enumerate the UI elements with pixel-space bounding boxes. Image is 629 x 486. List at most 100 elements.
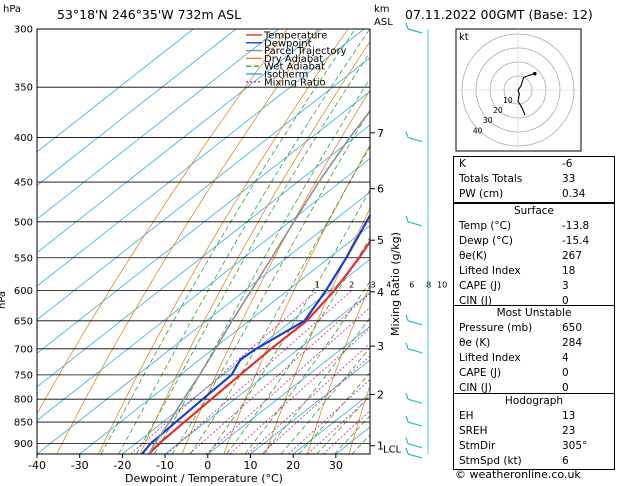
mu-row: CAPE (J) 0 (454, 366, 614, 381)
index-value: 650 (562, 322, 583, 334)
mixing-ratio-label: 6 (409, 281, 414, 290)
isotherm-line (37, 29, 194, 153)
mixing-ratio-label: 10 (437, 281, 447, 290)
mixing-ratio-label: 1 (315, 281, 320, 290)
hodograph-ring-label: 10 (503, 96, 513, 105)
legend-entry: Mixing Ratio (264, 77, 326, 88)
index-value: 18 (562, 265, 576, 277)
index-row-totals: Totals Totals 33 (454, 172, 614, 187)
most-unstable-title: Most Unstable (496, 307, 572, 319)
y-axis-title: hPa (0, 291, 8, 309)
mixing-ratio-line (288, 378, 370, 454)
wet-adiabat-line (244, 280, 370, 454)
mu-row: CIN (J) 0 (454, 381, 614, 396)
temperature-tick-label: 10 (243, 459, 257, 472)
wind-barb (405, 447, 423, 459)
dry-adiabat-line (306, 284, 370, 454)
temperature-tick-label: -40 (28, 459, 46, 472)
surface-title: Surface (513, 205, 554, 217)
pressure-tick-label: 600 (14, 286, 33, 297)
surface-row: Temp (°C) -13.8 (454, 219, 614, 234)
mixing-ratio-line (322, 410, 370, 454)
isotherm-line (37, 124, 370, 388)
mixing-ratio-line (205, 306, 370, 454)
index-value: 0 (562, 295, 569, 307)
mu-row: Lifted Index 4 (454, 351, 614, 366)
isotherm-line (37, 29, 279, 220)
wet-adiabat-line (226, 236, 370, 454)
legend-entry: Dewpoint (264, 38, 312, 49)
wet-adiabat-line (262, 317, 370, 454)
pressure-tick-label: 350 (14, 83, 33, 94)
index-label: Lifted Index (459, 352, 521, 364)
mixing-ratio-label: 4 (386, 281, 391, 290)
location-title: 53°18'N 246°35'W 732m ASL (57, 7, 241, 22)
km-tick-label: 7 (377, 127, 384, 140)
pressure-tick-label: 400 (14, 133, 33, 144)
index-value: 13 (562, 410, 576, 422)
index-label: CAPE (J) (459, 280, 502, 292)
plot-frame (36, 28, 371, 455)
wind-barb (405, 131, 423, 143)
wet-adiabat-line (280, 346, 370, 454)
isotherm-line (37, 29, 237, 186)
isotherm-line (207, 325, 370, 454)
dry-adiabat-line (223, 144, 370, 454)
index-value: 0 (562, 382, 569, 394)
wind-barb (405, 342, 423, 354)
km-tick-label: 2 (377, 388, 384, 401)
asl-unit-label: ASL (374, 17, 393, 28)
index-value: 23 (562, 425, 576, 437)
hodo-row: StmDir 305° (454, 439, 614, 454)
profiles (141, 109, 370, 454)
wind-barb (405, 415, 423, 427)
mu-row: θe (K) 284 (454, 336, 614, 351)
isotherm-line (37, 90, 370, 354)
km-tick-label: 4 (377, 286, 384, 299)
wet-adiabat-line (135, 51, 370, 454)
datetime-title: 07.11.2022 00GMT (Base: 12) (405, 7, 593, 22)
surface-row: Lifted Index 18 (454, 264, 614, 279)
hodograph-box: Hodograph EH 13 SREH 23 StmDir 305° StmSpd … (453, 393, 615, 470)
dry-adiabat-line (265, 207, 370, 454)
temperature-tick-label: -10 (156, 459, 174, 472)
index-value: 0.34 (562, 188, 586, 200)
surface-box: Surface Temp (°C) -13.8 Dewp (°C) -15.4 θe… (453, 203, 615, 310)
mixing-ratio-label: 2 (349, 281, 354, 290)
wind-barb (405, 314, 423, 326)
mixing-ratio-label: 8 (426, 281, 431, 290)
hodograph-title: Hodograph (504, 395, 564, 407)
temperature-tick-label: 30 (329, 459, 343, 472)
mixing-ratio-line (307, 396, 370, 454)
lcl-label: LCL (383, 445, 402, 456)
index-label: SREH (459, 425, 488, 437)
hodograph-ring-label: 30 (483, 116, 493, 125)
surface-row: CIN (J) 0 (454, 294, 614, 309)
km-tick-label: 5 (377, 234, 384, 247)
index-label: EH (459, 410, 474, 422)
most-unstable-box: Most Unstable Pressure (mb) 650 θe (K) 284… (453, 305, 615, 397)
index-label: θe(K) (459, 250, 487, 262)
index-row-pw: PW (cm) 0.34 (454, 187, 614, 202)
index-label: CAPE (J) (459, 367, 502, 379)
wind-barb (405, 437, 423, 449)
dry-adiabat-line (348, 384, 370, 454)
isotherm-line (37, 29, 322, 254)
hodo-row: StmSpd (kt) 6 (454, 454, 614, 469)
wet-adiabat-line (100, 29, 356, 454)
copyright-footer: © weatheronline.co.uk (455, 468, 581, 481)
isotherm-line (37, 57, 370, 321)
surface-row: CAPE (J) 3 (454, 279, 614, 294)
pressure-tick-label: 550 (14, 253, 33, 264)
mixing-ratio-label: 3 (371, 281, 376, 290)
legend-entry: Isotherm (264, 70, 308, 81)
index-label: PW (cm) (459, 188, 504, 200)
index-label: CIN (J) (459, 295, 492, 307)
km-unit-label: km (374, 4, 390, 15)
hodo-row: SREH 23 (454, 424, 614, 439)
pressure-tick-label: 800 (14, 395, 33, 406)
wet-adiabat-line (118, 29, 370, 454)
hodograph-ring-label: 20 (493, 106, 503, 115)
